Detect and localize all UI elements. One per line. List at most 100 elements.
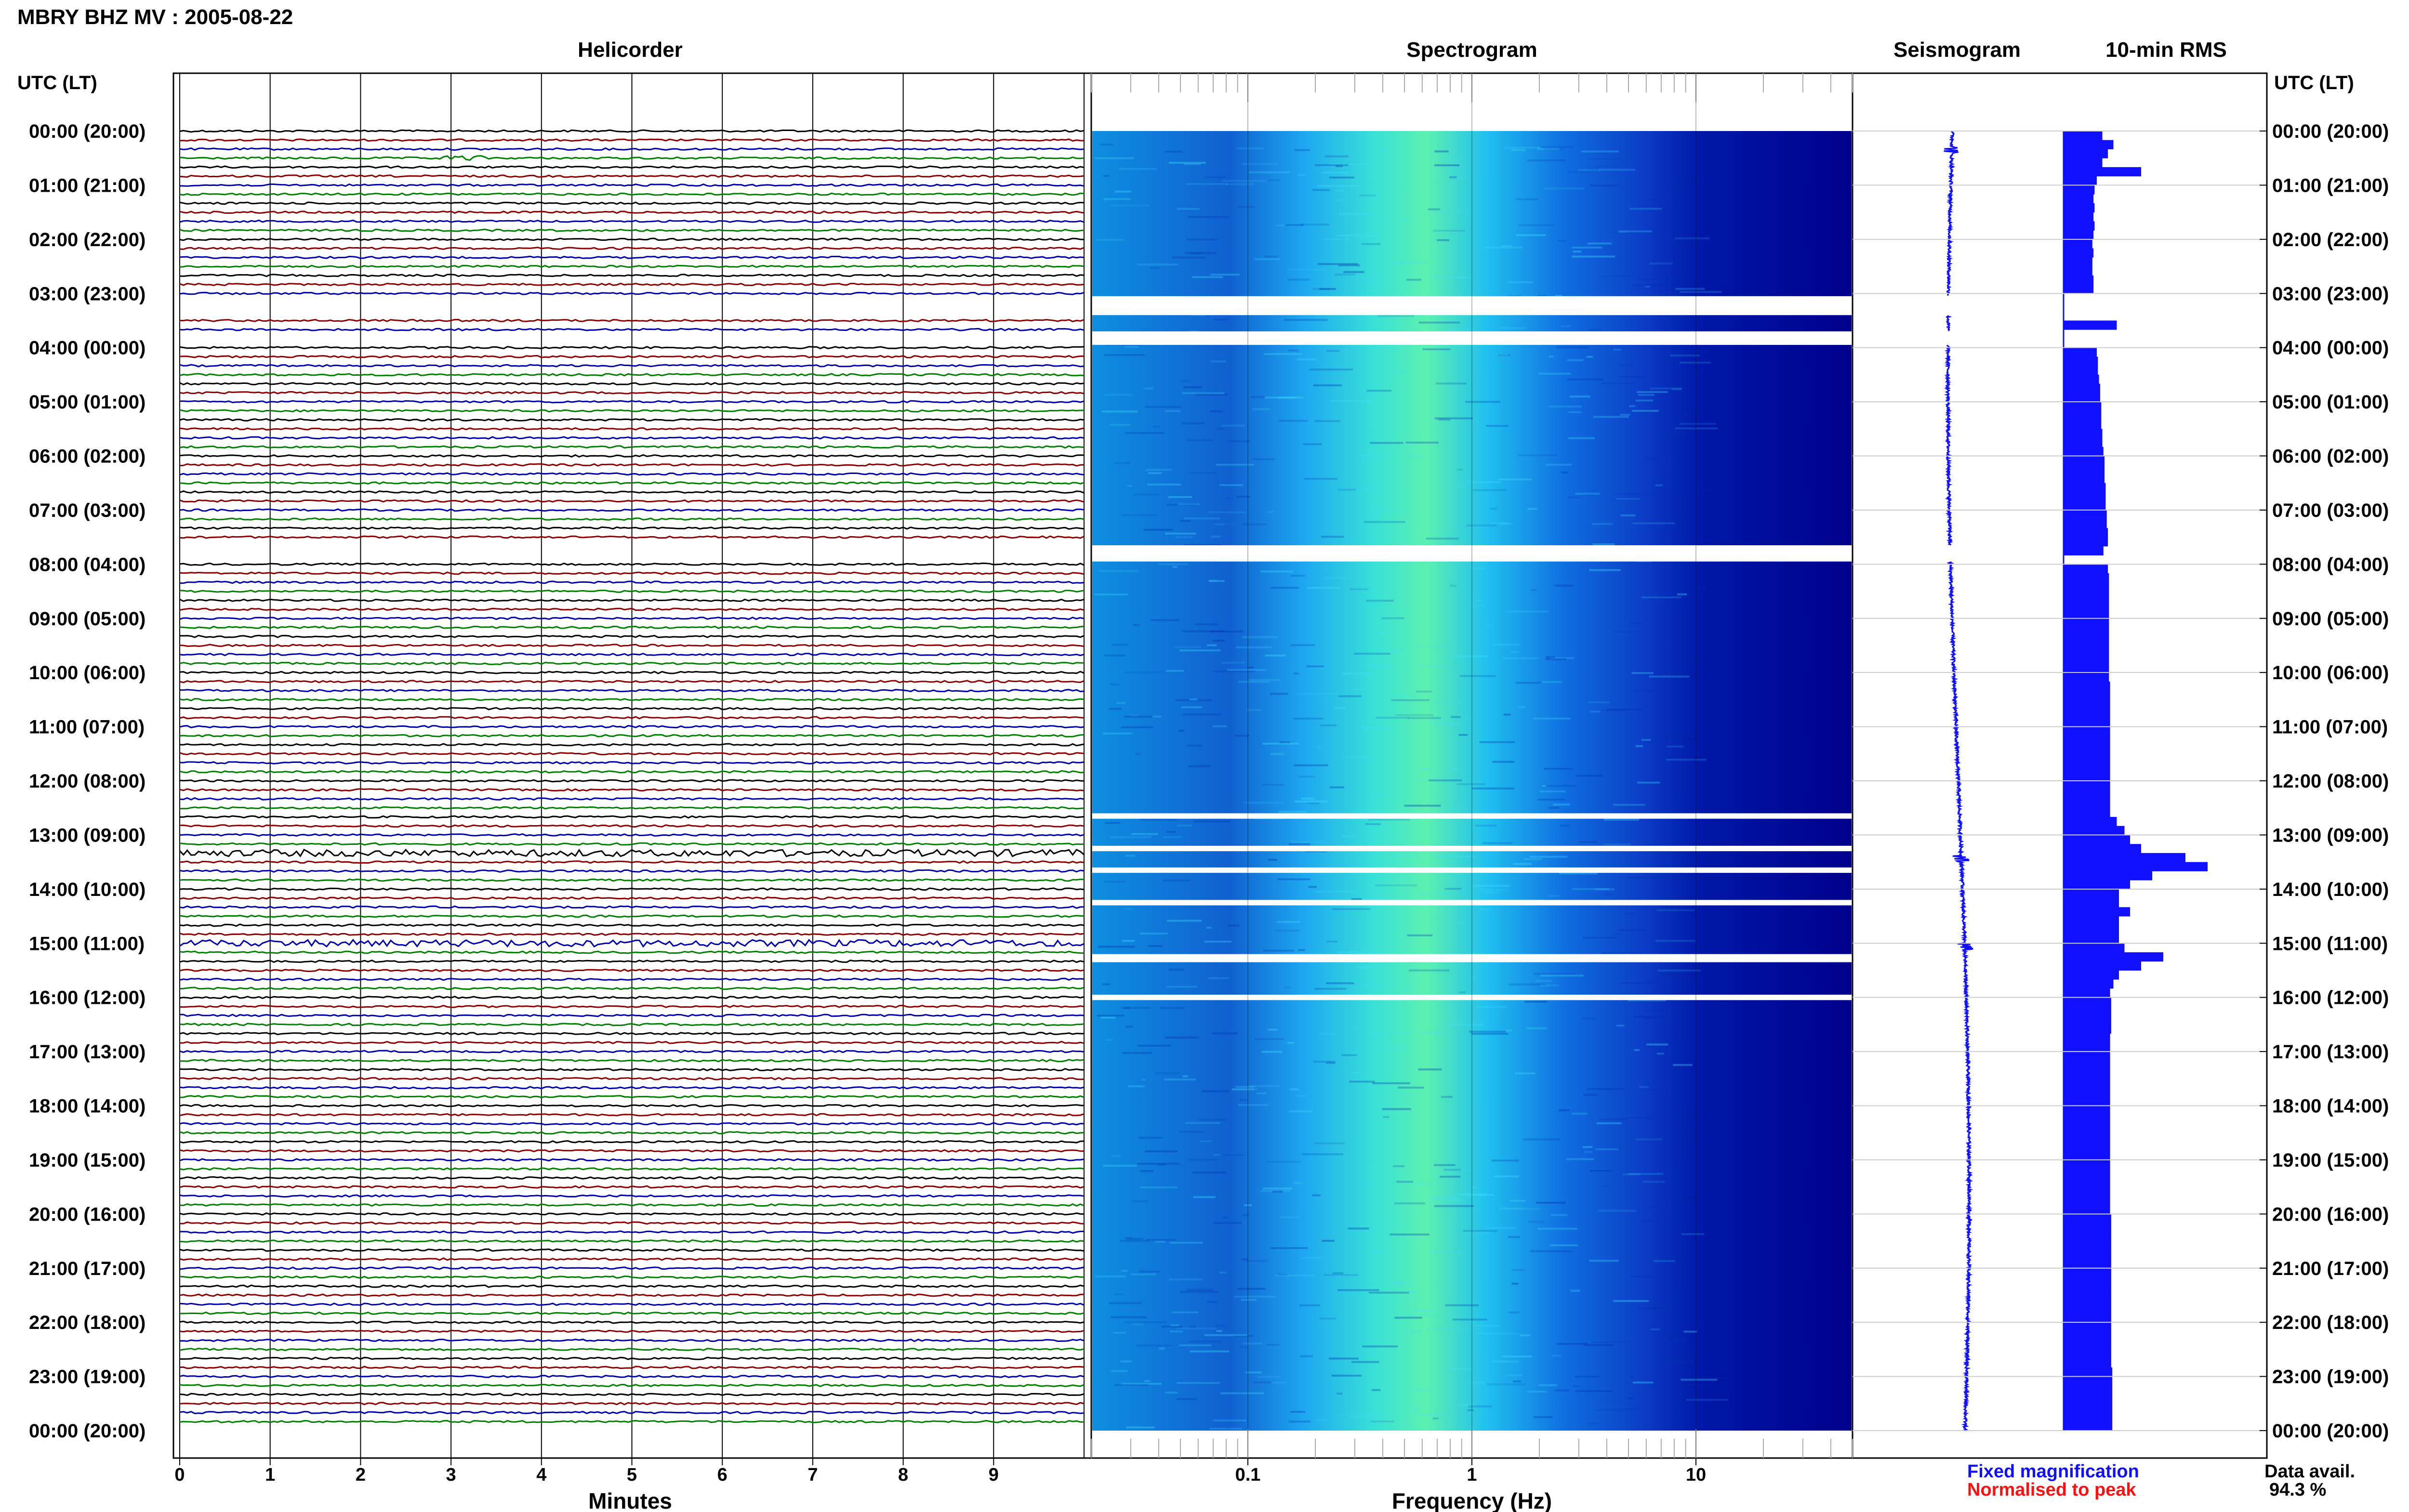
spectrogram-cell <box>1623 1173 1641 1176</box>
spectrogram-cell <box>1370 1224 1407 1227</box>
spectrogram-cell <box>1546 463 1572 466</box>
spectrogram-cell <box>1596 1122 1622 1125</box>
spectrogram-cell <box>1305 850 1327 853</box>
spectrogram-cell <box>1301 798 1315 800</box>
spectrogram-cell <box>1267 1028 1278 1031</box>
spectrogram-cell <box>1242 163 1278 165</box>
spectrogram-cell <box>1533 1416 1553 1418</box>
spectrogram-cell <box>1413 1389 1430 1391</box>
spectrogram-cell <box>1126 1237 1143 1240</box>
spectrogram-cell <box>1484 891 1499 894</box>
spectrogram-cell <box>1254 1381 1287 1384</box>
spectrogram-cell <box>1293 717 1324 720</box>
spectrogram-cell <box>1626 877 1662 879</box>
spectrogram-cell <box>1312 288 1331 290</box>
spectrogram-cell <box>1110 683 1120 685</box>
spectrogram-cell <box>1343 271 1364 273</box>
spectrogram-cell <box>1537 295 1546 297</box>
spectrogram-cell <box>1236 496 1251 498</box>
helicorder-trace <box>179 797 1085 801</box>
rms-bar <box>2064 871 2152 881</box>
spectrogram-cell <box>1124 1321 1167 1323</box>
spectrogram-cell <box>1152 425 1160 428</box>
spectrogram-cell <box>1181 380 1190 382</box>
spectrogram-cell <box>1686 1399 1729 1401</box>
helicorder-trace <box>179 1158 1085 1162</box>
spectrogram-cell <box>1370 793 1389 796</box>
spectrogram-cell <box>1457 468 1463 471</box>
rms-bar <box>2064 167 2141 177</box>
time-label-right: 13:00 (09:00) <box>2272 825 2389 846</box>
spectrogram-cell <box>1533 717 1571 720</box>
rms-bar <box>2064 1259 2111 1269</box>
spectrogram-cell <box>1178 503 1200 505</box>
rms-bar <box>2064 1088 2110 1097</box>
rms-bar <box>2064 961 2141 971</box>
spectrogram-cell <box>1497 354 1510 356</box>
helicorder-trace <box>179 848 1085 858</box>
rms-bar <box>2064 1421 2113 1431</box>
spectrogram-cell <box>1121 1007 1151 1009</box>
spectrogram-cell <box>1502 1355 1533 1358</box>
spectrogram-cell <box>1234 735 1249 737</box>
time-label-right: 20:00 (16:00) <box>2272 1204 2389 1225</box>
spectrogram-cell <box>1466 1381 1485 1384</box>
rms-bar <box>2064 573 2109 583</box>
helicorder-trace <box>179 1338 1085 1342</box>
helicorder-trace <box>179 463 1085 467</box>
helicorder-trace <box>179 526 1085 530</box>
spectrogram-cell <box>1616 1025 1625 1027</box>
spectrogram-cell <box>1294 672 1299 675</box>
spectrogram-cell <box>1599 1118 1629 1121</box>
spectrogram-cell <box>1229 440 1251 442</box>
spectrogram-cell <box>1125 855 1136 857</box>
spectrogram-cell <box>1479 908 1493 911</box>
spectrogram-cell <box>1670 355 1700 357</box>
spectrogram-cell <box>1420 1032 1444 1034</box>
spectrogram-cell <box>1147 1238 1177 1241</box>
spectrogram-cell <box>1125 346 1139 348</box>
spectrogram-cell <box>1288 843 1310 845</box>
spectrogram-cell <box>1572 888 1609 890</box>
spectrogram-cell <box>1586 355 1593 358</box>
spectrogram-cell <box>1166 503 1198 506</box>
spectrogram-cell <box>1550 1214 1568 1216</box>
spectrogram-cell <box>1629 208 1662 210</box>
spectrogram-cell <box>1176 1398 1197 1400</box>
spectrogram-cell <box>1405 441 1439 444</box>
spectrogram-cell <box>1567 359 1584 361</box>
spectrogram-cell <box>1634 689 1653 692</box>
spectrogram-cell <box>1556 346 1589 349</box>
spectrogram-cell <box>1372 1082 1410 1084</box>
helicorder-trace <box>179 228 1085 232</box>
spectrogram-cell <box>1209 1428 1243 1430</box>
spectrogram-cell <box>1596 1408 1639 1411</box>
spectrogram-cell <box>1313 384 1342 386</box>
spectrogram-cell <box>1120 1239 1149 1242</box>
helicorder-trace <box>179 355 1085 358</box>
spectrogram-cell <box>1324 155 1349 158</box>
spectrogram-cell <box>1148 945 1163 947</box>
spectrogram-cell <box>1371 1389 1381 1391</box>
spectrogram-cell <box>1575 775 1603 777</box>
spectrogram-cell <box>1407 455 1426 457</box>
spectrogram-cell <box>1404 804 1441 807</box>
spectrogram-cell <box>1324 577 1350 579</box>
spectrogram-cell <box>1677 586 1707 589</box>
helicorder-trace <box>179 1040 1085 1044</box>
spectrogram-cell <box>1161 1326 1183 1328</box>
spectrogram-cell <box>1180 1290 1218 1293</box>
spectrogram-cell <box>1195 394 1228 396</box>
spectrogram-cell <box>1266 1343 1280 1346</box>
spectrogram-cell <box>1363 487 1382 490</box>
spectrogram-cell <box>1581 150 1619 153</box>
spectrogram-cell <box>1263 949 1294 952</box>
spectrogram-cell <box>1383 149 1390 151</box>
spectrogram-cell <box>1110 423 1130 426</box>
rms-bar <box>2064 221 2095 231</box>
spectrogram-cell <box>1453 1318 1487 1321</box>
spectrogram-cell <box>1382 1108 1411 1110</box>
helicorder-trace <box>179 905 1085 909</box>
spectrogram-cell <box>1390 262 1405 264</box>
spectrogram-cell <box>1164 1078 1196 1081</box>
